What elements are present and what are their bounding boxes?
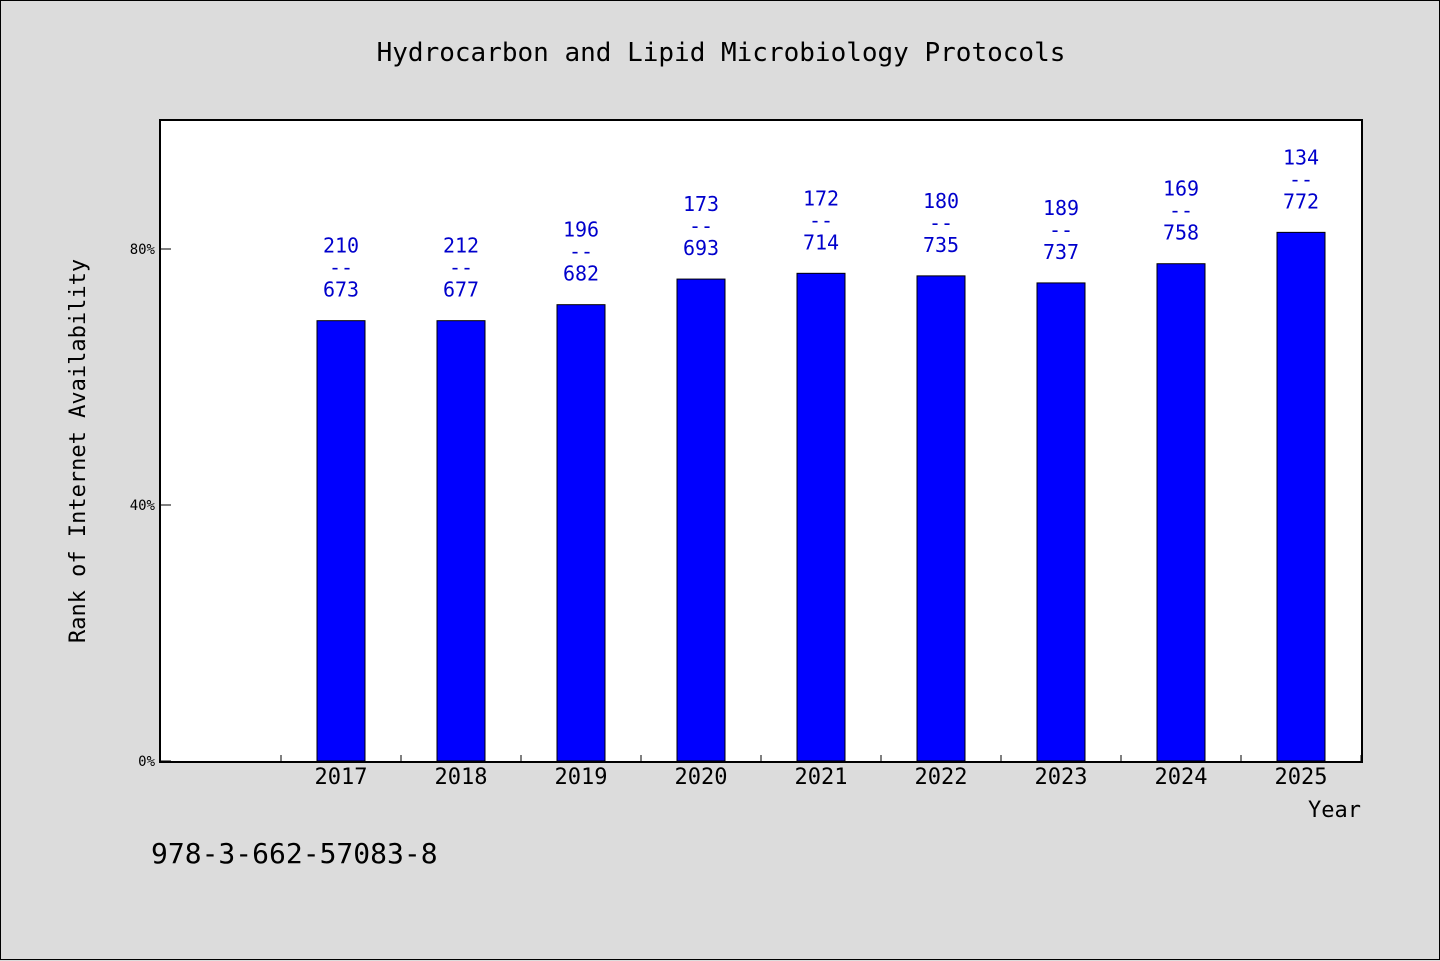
y-tick-label: 0%: [138, 754, 155, 770]
bar: [1036, 282, 1086, 762]
data-label-top: 212: [443, 234, 479, 258]
data-label-top: 173: [683, 192, 719, 216]
y-axis-title: Rank of Internet Availability: [66, 259, 91, 643]
y-axis: 0% 40% 80%: [130, 242, 171, 770]
data-label-separator: --: [569, 240, 593, 264]
data-label-bottom: 758: [1163, 221, 1199, 245]
x-tick-label: 2024: [1155, 765, 1208, 790]
x-axis: 2017 2018 2019 2020 2021 2022 2023 2024 2025: [280, 755, 1362, 790]
x-tick-label: 2021: [795, 765, 848, 790]
data-label-separator: --: [1049, 218, 1073, 242]
x-tick-label: 2022: [915, 765, 968, 790]
data-label-separator: --: [1289, 167, 1313, 191]
data-label-bottom: 737: [1043, 240, 1079, 264]
bar: [1156, 263, 1206, 762]
y-tick-label: 40%: [130, 498, 156, 514]
y-tick-label: 80%: [130, 242, 156, 258]
bar: [676, 278, 726, 762]
data-label-top: 169: [1163, 177, 1199, 201]
data-label-bottom: 735: [923, 233, 959, 257]
isbn-label: 978-3-662-57083-8: [151, 837, 438, 870]
bar: [316, 320, 366, 762]
x-axis-title: Year: [1308, 798, 1361, 823]
data-label-separator: --: [689, 214, 713, 238]
bar: [436, 320, 486, 762]
data-label-top: 210: [323, 234, 359, 258]
chart-title: Hydrocarbon and Lipid Microbiology Proto…: [377, 38, 1066, 68]
data-label-top: 189: [1043, 196, 1079, 220]
x-tick-label: 2020: [675, 765, 728, 790]
data-label-top: 134: [1283, 145, 1319, 169]
data-label-separator: --: [1169, 199, 1193, 223]
data-label-separator: --: [809, 208, 833, 232]
bar: [1276, 231, 1326, 762]
x-tick-label: 2019: [555, 765, 608, 790]
x-tick-label: 2017: [315, 765, 368, 790]
data-label-top: 180: [923, 189, 959, 213]
data-label-top: 196: [563, 218, 599, 242]
data-label-separator: --: [449, 256, 473, 280]
bar: [916, 275, 966, 762]
x-tick-label: 2018: [435, 765, 488, 790]
data-label-separator: --: [929, 211, 953, 235]
data-label-top: 172: [803, 186, 839, 210]
bar: [556, 304, 606, 762]
x-tick-label: 2025: [1275, 765, 1328, 790]
data-label-bottom: 682: [563, 262, 599, 286]
data-label-separator: --: [329, 256, 353, 280]
data-label-bottom: 673: [323, 278, 359, 302]
data-label-bottom: 714: [803, 230, 839, 254]
bar: [796, 272, 846, 762]
data-label-bottom: 677: [443, 278, 479, 302]
data-label-bottom: 693: [683, 236, 719, 260]
bars: 210--673212--677196--682173--693172--714…: [316, 145, 1326, 762]
x-tick-label: 2023: [1035, 765, 1088, 790]
data-label-bottom: 772: [1283, 189, 1319, 213]
